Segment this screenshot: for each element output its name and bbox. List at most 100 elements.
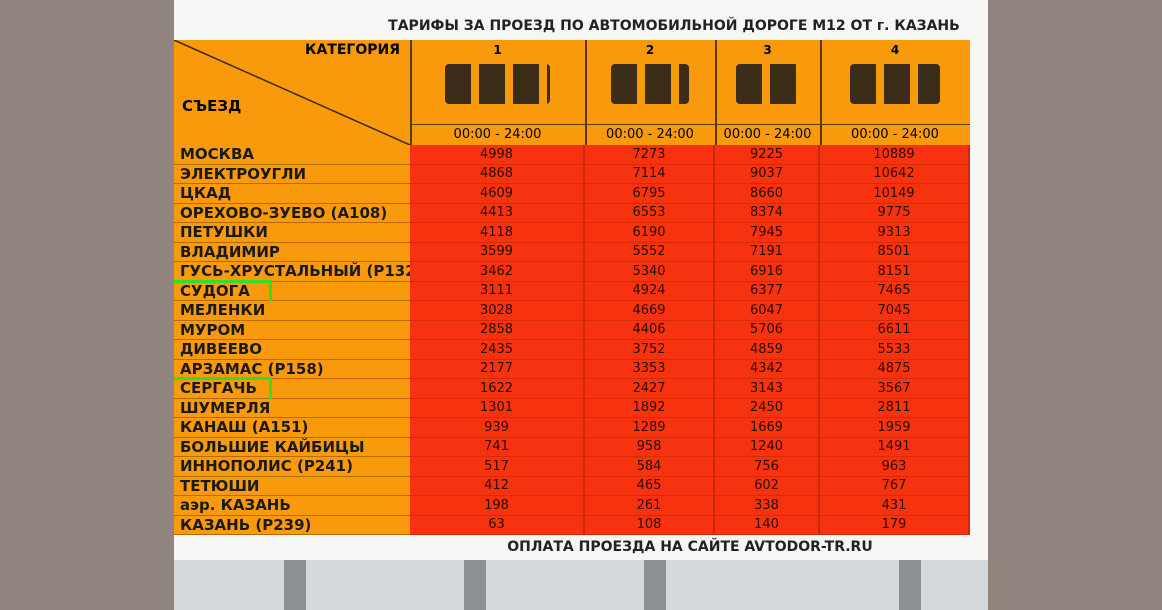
- post: [284, 560, 306, 610]
- price: 8151: [820, 262, 970, 282]
- price: 7114: [585, 164, 715, 184]
- price: 7945: [715, 223, 820, 243]
- price: 3353: [585, 359, 715, 379]
- price: 108: [585, 515, 715, 535]
- price: 3028: [410, 301, 585, 321]
- price: 2427: [585, 379, 715, 399]
- exit-name: ШУМЕРЛЯ: [174, 398, 410, 418]
- price: 7191: [715, 242, 820, 262]
- price: 4413: [410, 203, 585, 223]
- category-hours: 00:00 - 24:00: [585, 124, 715, 144]
- price: 198: [410, 496, 585, 516]
- vehicle-icons: [611, 64, 689, 104]
- exit-name: БОЛЬШИЕ КАЙБИЦЫ: [174, 437, 410, 457]
- exit-name: ОРЕХОВО-ЗУЕВО (А108): [174, 203, 410, 223]
- exit-name: ГУСЬ-ХРУСТАЛЬНЫЙ (Р132): [174, 262, 423, 282]
- price: 9775: [820, 203, 970, 223]
- price: 3111: [410, 281, 585, 301]
- price: 8374: [715, 203, 820, 223]
- vehicle-icons: [850, 64, 940, 104]
- price: 4609: [410, 184, 585, 204]
- price: 1289: [585, 418, 715, 438]
- price: 4868: [410, 164, 585, 184]
- price: 8501: [820, 242, 970, 262]
- price: 9037: [715, 164, 820, 184]
- exit-name: СУДОГА: [174, 281, 410, 301]
- price: 6795: [585, 184, 715, 204]
- price: 5533: [820, 340, 970, 360]
- post: [644, 560, 666, 610]
- price: 2811: [820, 398, 970, 418]
- category-number: 3: [763, 43, 772, 57]
- price: 1959: [820, 418, 970, 438]
- price: 1240: [715, 437, 820, 457]
- exit-name: ТЕТЮШИ: [174, 476, 410, 496]
- exit-name: КАНАШ (А151): [174, 418, 410, 438]
- price: 9225: [715, 145, 820, 165]
- price: 10642: [820, 164, 970, 184]
- price: 7273: [585, 145, 715, 165]
- price: 4998: [410, 145, 585, 165]
- price: 261: [585, 496, 715, 516]
- price: 3567: [820, 379, 970, 399]
- price: 4924: [585, 281, 715, 301]
- price: 4859: [715, 340, 820, 360]
- exit-name: КАЗАНЬ (Р239): [174, 515, 410, 535]
- exit-name: МУРОМ: [174, 320, 410, 340]
- footer: ОПЛАТА ПРОЕЗДА НА САЙТЕ AVTODOR-TR.RU: [507, 539, 873, 555]
- price: 10889: [820, 145, 970, 165]
- price: 756: [715, 457, 820, 477]
- price: 1491: [820, 437, 970, 457]
- price: 602: [715, 476, 820, 496]
- price: 7045: [820, 301, 970, 321]
- price: 5706: [715, 320, 820, 340]
- price: 1892: [585, 398, 715, 418]
- post: [899, 560, 921, 610]
- price: 2858: [410, 320, 585, 340]
- price: 1622: [410, 379, 585, 399]
- price: 517: [410, 457, 585, 477]
- price: 6916: [715, 262, 820, 282]
- price: 4118: [410, 223, 585, 243]
- price: 1301: [410, 398, 585, 418]
- price: 4406: [585, 320, 715, 340]
- price: 3599: [410, 242, 585, 262]
- price: 5340: [585, 262, 715, 282]
- exit-name: ЦКАД: [174, 184, 410, 204]
- price: 63: [410, 515, 585, 535]
- vehicle-icons: [736, 64, 799, 104]
- price: 3143: [715, 379, 820, 399]
- price: 939: [410, 418, 585, 438]
- price: 2435: [410, 340, 585, 360]
- exit-name: ВЛАДИМИР: [174, 242, 410, 262]
- exit-name: ИННОПОЛИС (Р241): [174, 457, 410, 477]
- price: 338: [715, 496, 820, 516]
- price: 5552: [585, 242, 715, 262]
- price: 6190: [585, 223, 715, 243]
- price: 179: [820, 515, 970, 535]
- category-number: 2: [645, 43, 655, 57]
- price: 4875: [820, 359, 970, 379]
- price: 465: [585, 476, 715, 496]
- price: 412: [410, 476, 585, 496]
- category-hours: 00:00 - 24:00: [820, 124, 970, 144]
- exit-name: ЭЛЕКТРОУГЛИ: [174, 164, 410, 184]
- price: 431: [820, 496, 970, 516]
- exit-name: ПЕТУШКИ: [174, 223, 410, 243]
- vehicle-icons: [445, 64, 550, 104]
- price: 7465: [820, 281, 970, 301]
- exit-name: аэр. КАЗАНЬ: [174, 496, 410, 516]
- category-number: 1: [493, 43, 502, 57]
- category-number: 4: [890, 43, 900, 57]
- exit-name: АРЗАМАС (Р158): [174, 359, 410, 379]
- price: 10149: [820, 184, 970, 204]
- price: 2450: [715, 398, 820, 418]
- price: 9313: [820, 223, 970, 243]
- price: 741: [410, 437, 585, 457]
- board-title: ТАРИФЫ ЗА ПРОЕЗД ПО АВТОМОБИЛЬНОЙ ДОРОГЕ…: [388, 18, 960, 34]
- exit-label: СЪЕЗД: [182, 97, 242, 115]
- price: 584: [585, 457, 715, 477]
- category-label: КАТЕГОРИЯ: [305, 42, 400, 58]
- price: 767: [820, 476, 970, 496]
